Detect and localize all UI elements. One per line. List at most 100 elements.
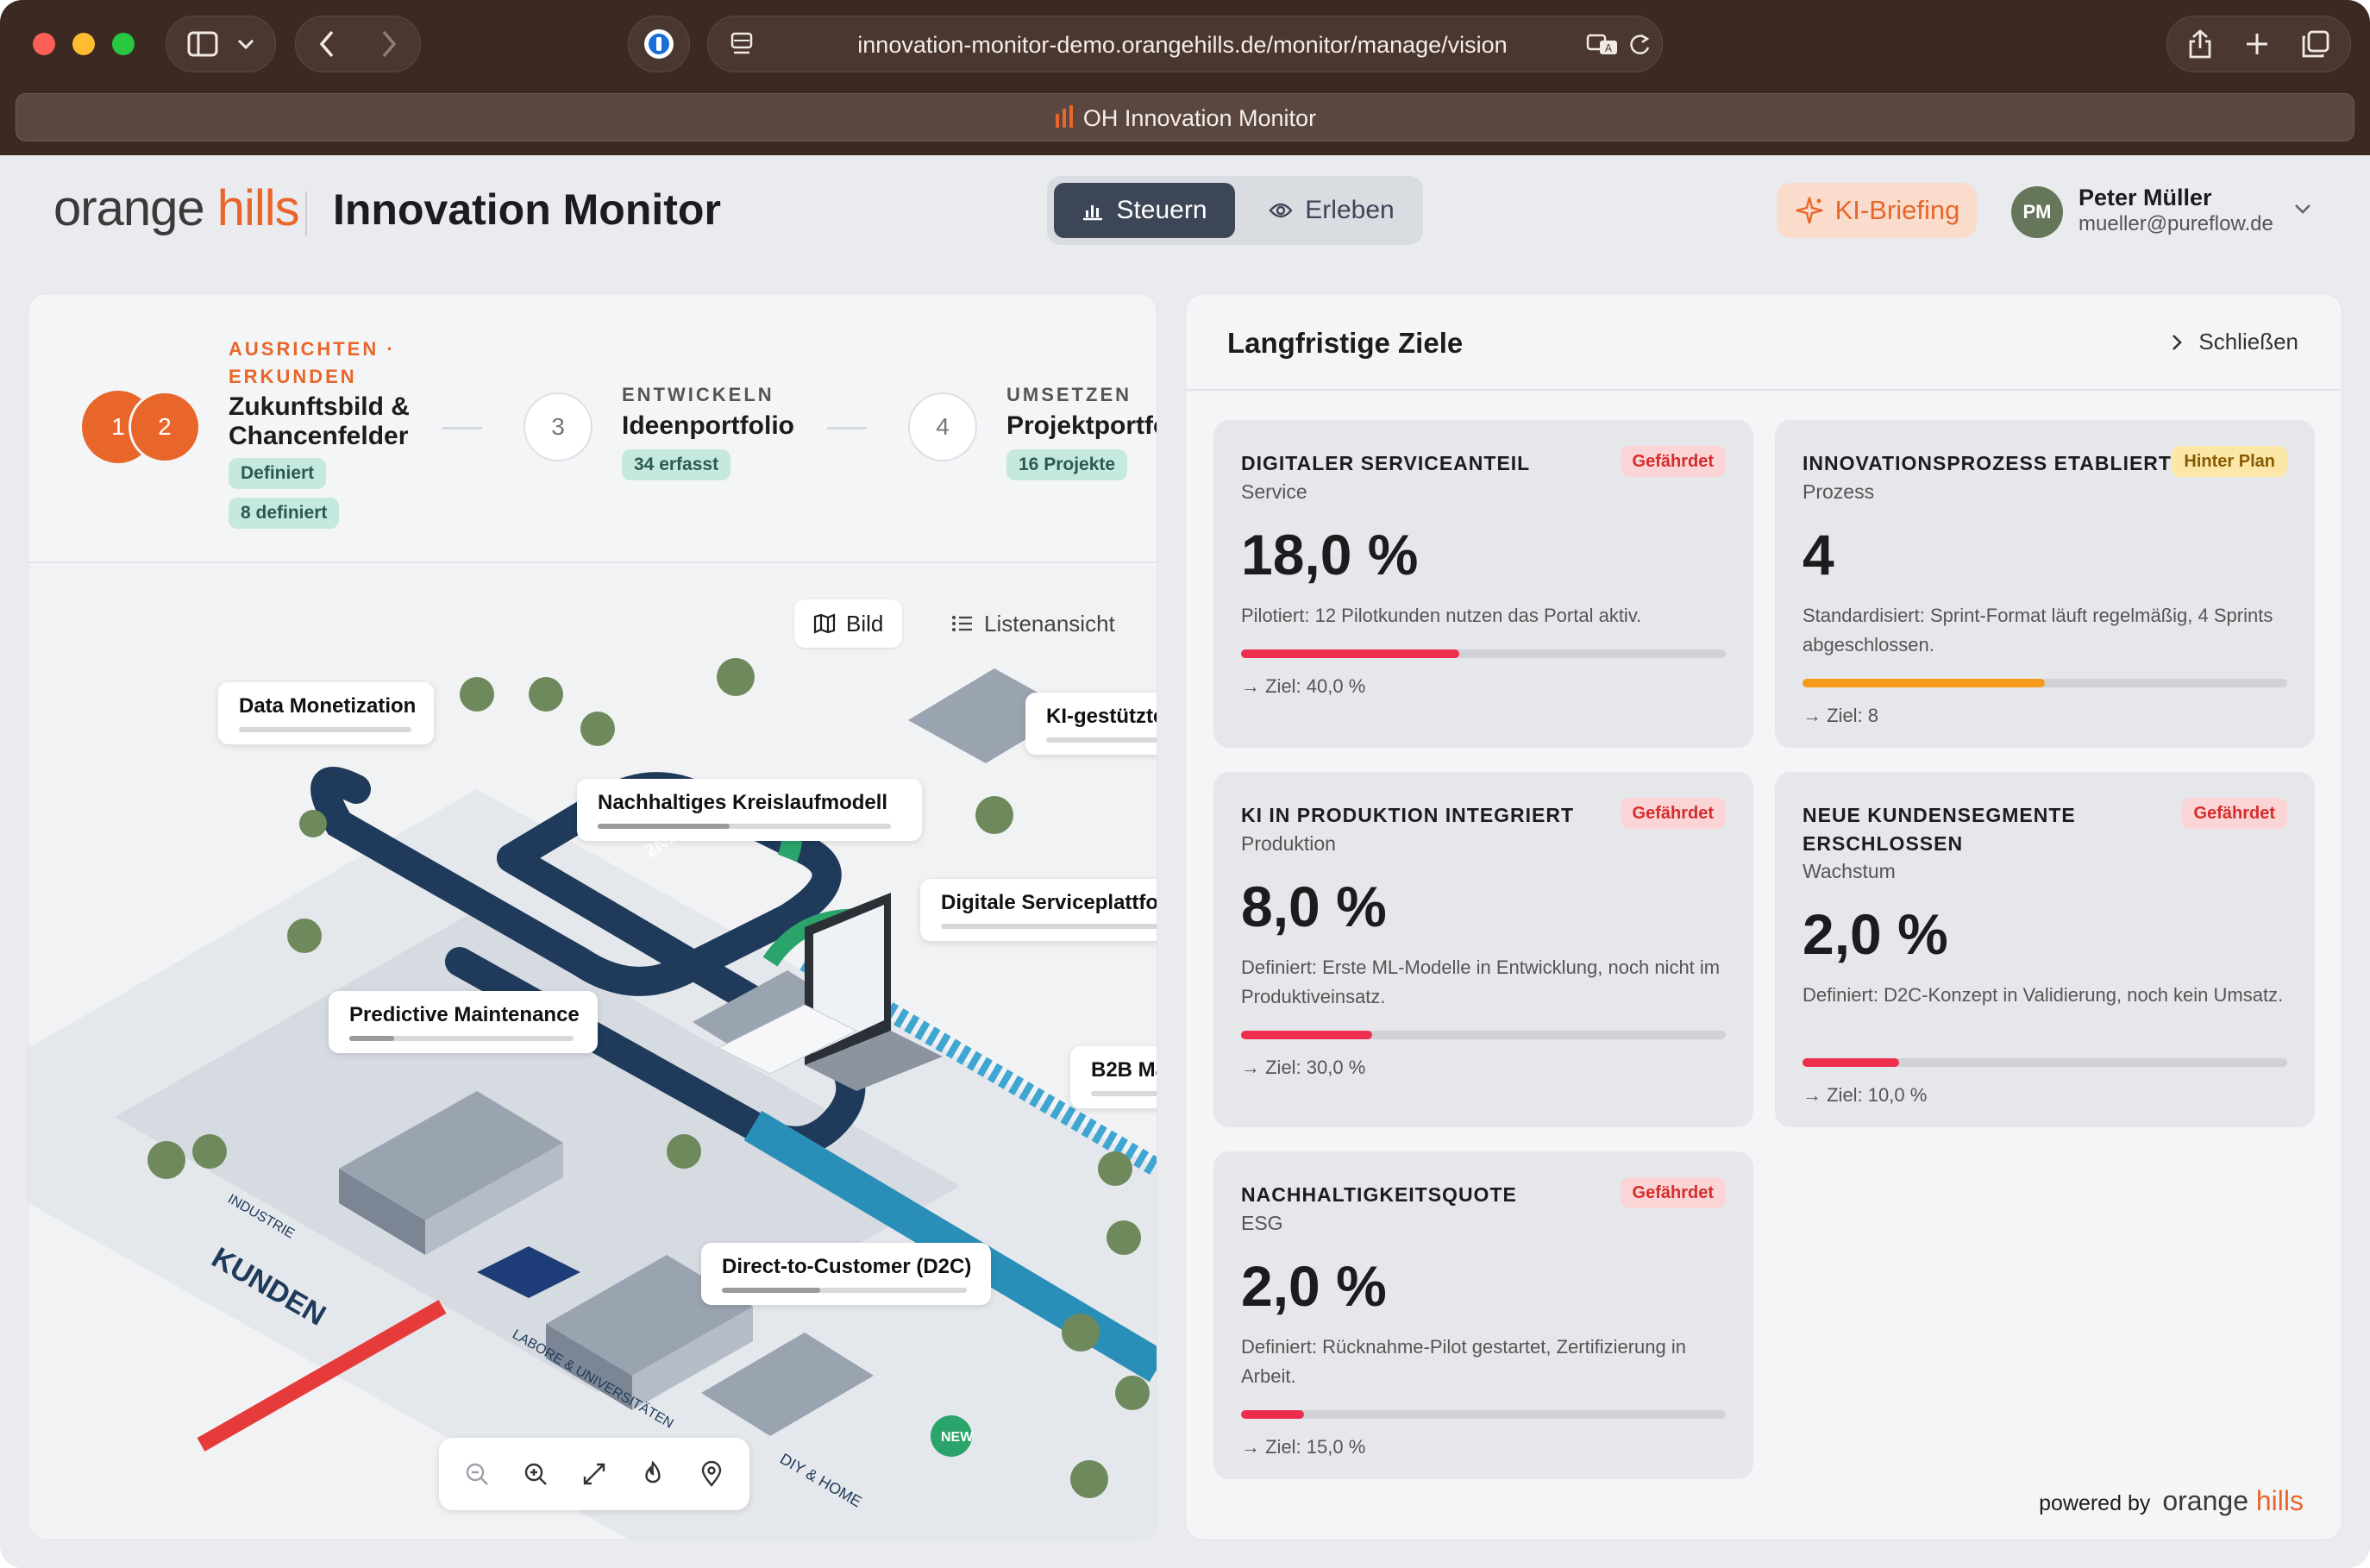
share-icon[interactable]	[2188, 29, 2212, 59]
goal-category: Produktion	[1241, 832, 1336, 855]
map-label-serviceplattform[interactable]: Digitale Serviceplattform	[920, 879, 1157, 941]
history-nav	[295, 16, 421, 72]
new-tab-icon[interactable]	[2245, 32, 2269, 56]
powered-by-logo[interactable]: orange hills	[2162, 1485, 2304, 1516]
goal-value: 4	[1803, 523, 1834, 586]
orangehills-logo[interactable]: orange hills	[53, 179, 300, 237]
zoom-out-button[interactable]	[458, 1455, 496, 1493]
status-badge: Gefährdet	[1620, 798, 1726, 829]
map-label-ki-gestuetzte[interactable]: KI-gestützte	[1025, 693, 1157, 755]
step-connector	[827, 427, 867, 430]
step-circle-2[interactable]: 2	[129, 391, 201, 463]
status-badge: Gefährdet	[1620, 1177, 1726, 1208]
map-label-progress	[598, 824, 730, 829]
map-label-d2c[interactable]: Direct-to-Customer (D2C)	[701, 1243, 991, 1305]
status-badge: Hinter Plan	[2172, 446, 2287, 477]
tab-erleben[interactable]: Erleben	[1247, 183, 1416, 238]
step-title-1[interactable]: Zukunftsbild & Chancenfelder	[229, 392, 410, 450]
goal-progress-bar	[1241, 649, 1726, 658]
maximize-window-button[interactable]	[112, 33, 135, 55]
goal-progress-fill	[1241, 649, 1459, 658]
goal-value: 8,0 %	[1241, 875, 1387, 938]
goal-card-ki-produktion[interactable]: KI IN PRODUKTION INTEGRIERT Gefährdet Pr…	[1213, 772, 1753, 1127]
status-badge: Gefährdet	[2181, 798, 2287, 829]
back-icon[interactable]	[318, 30, 335, 58]
translate-icon[interactable]: A	[1586, 32, 1621, 58]
goal-target: → Ziel: 8	[1803, 705, 1879, 726]
scene-label-new: NEW	[941, 1430, 974, 1445]
step-eyebrow-2: ENTWICKELN	[622, 384, 774, 405]
step-eyebrow-1: AUSRICHTEN · ERKUNDEN	[229, 338, 396, 387]
location-button[interactable]	[693, 1455, 730, 1493]
step-connector	[442, 427, 482, 430]
goal-progress-bar	[1803, 1058, 2287, 1067]
step-circle-3[interactable]: 3	[524, 392, 592, 461]
goals-panel-header: Langfristige Ziele Schließen	[1186, 294, 2342, 391]
map-label-progress	[722, 1288, 820, 1293]
goal-card-nachhaltigkeitsquote[interactable]: NACHHALTIGKEITSQUOTE Gefährdet ESG 2,0 %…	[1213, 1151, 1753, 1479]
svg-text:A: A	[1605, 42, 1613, 54]
active-tab[interactable]: OH Innovation Monitor	[16, 93, 2354, 141]
browser-chrome: innovation-monitor-demo.orangehills.de/m…	[0, 0, 2370, 155]
zoom-in-button[interactable]	[517, 1455, 555, 1493]
vision-map-illustration: KUNDEN INDUSTRIE LABORE & UNIVERSITÄTEN …	[28, 658, 1157, 1540]
close-panel-button[interactable]: Schließen	[2171, 329, 2298, 355]
address-bar[interactable]: innovation-monitor-demo.orangehills.de/m…	[707, 16, 1663, 72]
vision-map[interactable]: KUNDEN INDUSTRIE LABORE & UNIVERSITÄTEN …	[28, 565, 1157, 1540]
tab-steuern-label: Steuern	[1116, 196, 1207, 224]
goal-value: 18,0 %	[1241, 523, 1419, 586]
map-label-predictive-maintenance[interactable]: Predictive Maintenance	[329, 991, 598, 1053]
window-actions	[2166, 16, 2351, 72]
view-list-button[interactable]: Listenansicht	[932, 599, 1134, 648]
heatmap-button[interactable]	[634, 1455, 672, 1493]
goal-title: DIGITALER SERVICEANTEIL	[1241, 452, 1531, 474]
goal-description: Definiert: Erste ML-Modelle in Entwicklu…	[1241, 956, 1721, 1007]
goal-card-innovationsprozess[interactable]: INNOVATIONSPROZESS ETABLIERT Hinter Plan…	[1775, 420, 2315, 748]
user-name[interactable]: Peter Müller	[2078, 185, 2212, 210]
sidebar-icon	[187, 31, 218, 57]
url-text: innovation-monitor-demo.orangehills.de/m…	[857, 32, 1508, 58]
view-image-button[interactable]: Bild	[794, 599, 903, 648]
fullscreen-button[interactable]	[575, 1455, 613, 1493]
ki-briefing-button[interactable]: KI-Briefing	[1777, 183, 1977, 238]
app-favicon	[1055, 105, 1073, 128]
map-label-data-monetization[interactable]: Data Monetization	[218, 682, 434, 744]
password-extension-button[interactable]	[628, 16, 690, 72]
goal-target: → Ziel: 15,0 %	[1241, 1436, 1366, 1458]
tab-steuern[interactable]: Steuern	[1054, 183, 1235, 238]
password-manager-icon	[644, 29, 674, 59]
zoom-in-icon	[524, 1463, 547, 1485]
goal-progress-bar	[1241, 1410, 1726, 1419]
status-badge: 8 definiert	[229, 498, 340, 529]
tab-overview-icon[interactable]	[2302, 30, 2329, 58]
close-window-button[interactable]	[33, 33, 55, 55]
goal-card-kundensegmente[interactable]: NEUE KUNDENSEGMENTE ERSCHLOSSEN Gefährde…	[1775, 772, 2315, 1127]
step-eyebrow-3: UMSETZEN	[1006, 384, 1132, 405]
zoom-out-icon	[466, 1463, 488, 1485]
step-circle-4[interactable]: 4	[908, 392, 977, 461]
goal-description: Definiert: Rücknahme-Pilot gestartet, Ze…	[1241, 1336, 1686, 1387]
map-label-kreislaufmodell[interactable]: Nachhaltiges Kreislaufmodell	[577, 779, 922, 841]
goal-progress-fill	[1803, 1058, 1900, 1067]
powered-by: powered by orange hills	[2039, 1485, 2304, 1517]
powered-by-label: powered by	[2039, 1491, 2151, 1515]
chevron-right-icon	[2172, 334, 2183, 350]
avatar[interactable]: PM	[2011, 186, 2063, 238]
pin-icon	[701, 1461, 722, 1487]
step-title-3[interactable]: Projektportfolio	[1006, 411, 1157, 440]
status-badge: Definiert	[229, 458, 327, 489]
map-label-b2b[interactable]: B2B Ma	[1070, 1046, 1157, 1108]
page-settings-icon[interactable]	[730, 32, 753, 58]
goal-value: 2,0 %	[1803, 902, 1948, 966]
forward-icon[interactable]	[380, 30, 398, 58]
minimize-window-button[interactable]	[72, 33, 95, 55]
step-title-2[interactable]: Ideenportfolio	[622, 411, 794, 440]
reload-icon[interactable]	[1627, 32, 1652, 58]
goal-card-digitaler-serviceanteil[interactable]: DIGITALER SERVICEANTEIL Gefährdet Servic…	[1213, 420, 1753, 748]
view-image-label: Bild	[846, 610, 884, 637]
map-label-progress	[349, 1036, 394, 1041]
list-icon	[952, 616, 972, 631]
chevron-down-icon[interactable]	[2291, 197, 2315, 221]
sidebar-toggle-button[interactable]	[166, 16, 276, 72]
goal-progress-bar	[1803, 679, 2287, 687]
